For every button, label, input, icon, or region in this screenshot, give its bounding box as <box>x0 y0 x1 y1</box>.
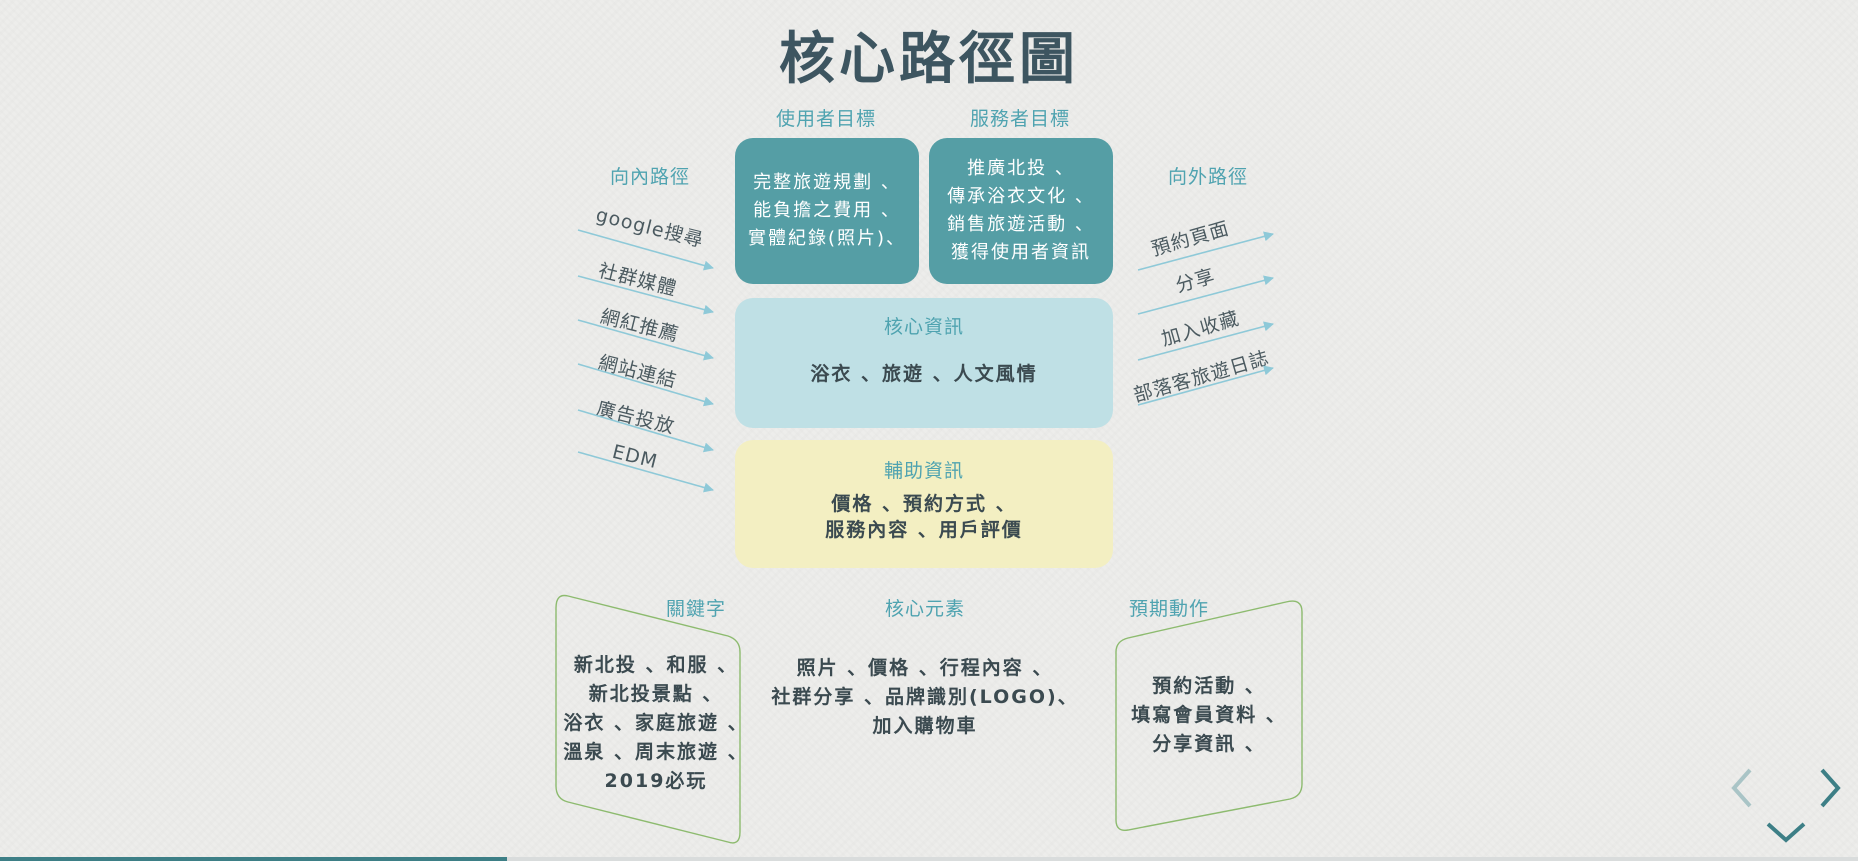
outbound-arrow <box>1137 365 1274 406</box>
inbound-arrow <box>577 229 714 271</box>
core-elements-line: 加入購物車 <box>872 715 978 737</box>
outbound-path-label: 向外路徑 <box>1167 166 1248 188</box>
inbound-arrow <box>577 275 714 315</box>
next-slide-button[interactable] <box>1812 764 1846 812</box>
aux-info-box: 輔助資訊 價格 、預約方式 、 服務內容 、用戶評價 <box>735 440 1113 568</box>
core-elements-label: 核心元素 <box>884 598 965 620</box>
expected-actions-frame <box>1115 600 1303 831</box>
chevron-right-icon <box>1820 768 1841 808</box>
user-goal-line: 完整旅遊規劃 、 <box>753 172 901 193</box>
user-goal-box: 完整旅遊規劃 、 能負擔之費用 、 實體紀錄(照片)、 <box>735 138 919 284</box>
core-elements-line: 照片 、價格 、行程內容 、 <box>796 657 1054 679</box>
outbound-arrow <box>1137 275 1274 315</box>
user-goal-label: 使用者目標 <box>775 108 876 130</box>
keywords-frame <box>555 594 741 844</box>
aux-info-line: 服務內容 、用戶評價 <box>825 519 1023 541</box>
provider-goal-label: 服務者目標 <box>969 108 1070 130</box>
core-info-body: 浴衣 、旅遊 、人文風情 <box>810 363 1038 385</box>
keywords-line: 溫泉 、周末旅遊 、 <box>563 741 749 763</box>
progress-bar <box>0 857 508 861</box>
user-goal-line: 能負擔之費用 、 <box>753 200 901 221</box>
provider-goal-line: 傳承浴衣文化 、 <box>947 186 1095 207</box>
inbound-arrow <box>577 363 714 407</box>
chevron-down-icon <box>1766 822 1806 843</box>
keywords-text: 新北投 、和服 、 新北投景點 、 浴衣 、家庭旅遊 、 溫泉 、周末旅遊 、 … <box>556 651 756 796</box>
core-elements-line: 社群分享 、品牌識別(LOGO)、 <box>771 686 1079 708</box>
outbound-arrow <box>1137 231 1274 271</box>
keywords-label: 關鍵字 <box>665 598 726 620</box>
inbound-arrow <box>577 319 714 361</box>
page-title: 核心路徑圖 <box>779 26 1079 92</box>
keywords-line: 浴衣 、家庭旅遊 、 <box>563 712 749 734</box>
expected-actions-line: 填寫會員資料 、 <box>1131 704 1287 726</box>
expected-actions-label: 預期動作 <box>1128 598 1209 620</box>
inbound-path-label: 向內路徑 <box>609 166 690 188</box>
core-info-heading: 核心資訊 <box>883 316 964 338</box>
core-info-box: 核心資訊 浴衣 、旅遊 、人文風情 <box>735 298 1113 428</box>
aux-info-heading: 輔助資訊 <box>883 460 964 482</box>
down-slide-button[interactable] <box>1762 814 1810 848</box>
expected-actions-line: 預約活動 、 <box>1152 675 1266 697</box>
provider-goal-box: 推廣北投 、 傳承浴衣文化 、 銷售旅遊活動 、 獲得使用者資訊 <box>929 138 1113 284</box>
inbound-arrow <box>577 451 714 493</box>
expected-actions-line: 分享資訊 、 <box>1152 733 1266 755</box>
outbound-arrow <box>1137 321 1274 361</box>
provider-goal-line: 推廣北投 、 <box>967 158 1075 179</box>
core-elements-text: 照片 、價格 、行程內容 、 社群分享 、品牌識別(LOGO)、 加入購物車 <box>760 654 1090 741</box>
user-goal-line: 實體紀錄(照片)、 <box>747 228 907 249</box>
expected-actions-text: 預約活動 、 填寫會員資料 、 分享資訊 、 <box>1116 672 1302 759</box>
provider-goal-line: 銷售旅遊活動 、 <box>947 214 1095 235</box>
inbound-arrow <box>577 409 714 453</box>
keywords-line: 新北投景點 、 <box>588 683 724 705</box>
progress-track <box>0 857 1858 861</box>
keywords-line: 2019必玩 <box>604 770 708 792</box>
keywords-line: 新北投 、和服 、 <box>573 654 739 676</box>
chevron-left-icon <box>1731 768 1752 808</box>
prev-slide-button[interactable] <box>1726 764 1760 812</box>
aux-info-line: 價格 、預約方式 、 <box>831 493 1017 515</box>
provider-goal-line: 獲得使用者資訊 <box>951 242 1091 263</box>
